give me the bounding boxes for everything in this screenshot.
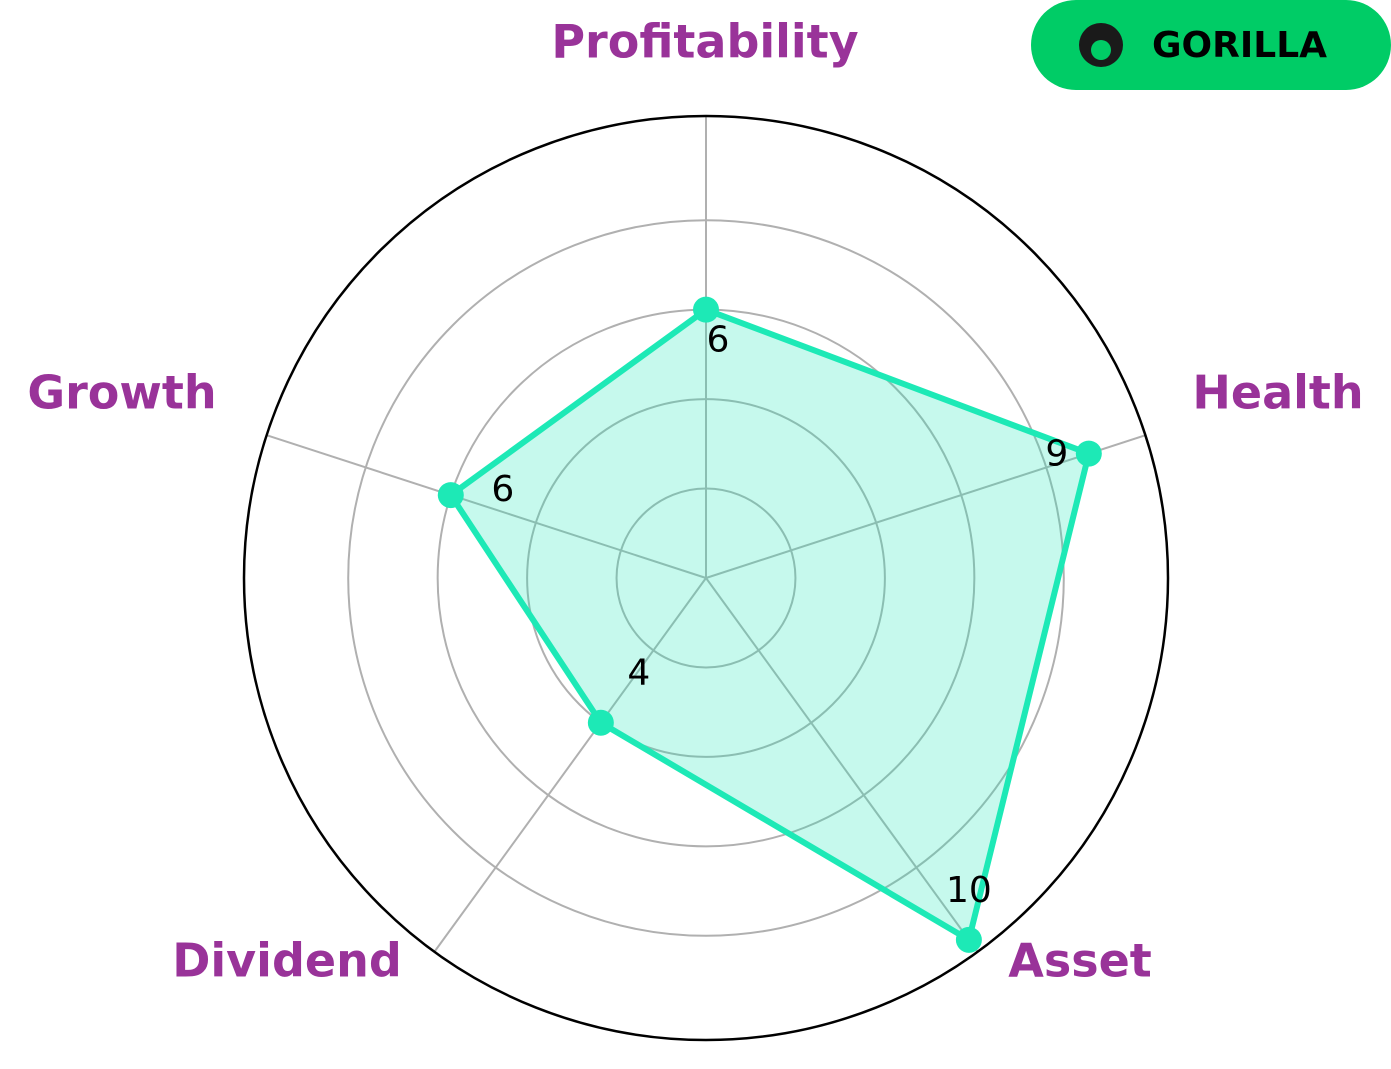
data-point (693, 296, 719, 323)
plot: 6 9 10 4 6 Profitability Health Asset Dividend Gr… (27, 15, 1364, 1042)
radar-area (447, 306, 1092, 943)
badge-text: GORILLA (1152, 25, 1327, 66)
brand-badge: GORILLA (1031, 0, 1391, 90)
value-label: 4 (627, 653, 650, 694)
spoke (266, 434, 707, 579)
category-label: Asset (1008, 934, 1152, 988)
outer-frame (242, 114, 1170, 1042)
value-label: 10 (946, 870, 992, 911)
spoke (705, 577, 979, 953)
category-label: Growth (27, 366, 216, 420)
value-label: 9 (1045, 434, 1068, 475)
value-label: 6 (707, 320, 730, 361)
badge-background (1031, 0, 1391, 90)
spoke (433, 577, 707, 953)
spoke (705, 434, 1146, 579)
category-label: Health (1192, 366, 1363, 420)
data-point (437, 482, 464, 509)
badge-icon-face (1091, 40, 1111, 60)
category-label: Profitability (551, 15, 858, 69)
category-label: Dividend (172, 934, 402, 988)
data-point (955, 926, 982, 953)
data-point (1075, 440, 1102, 467)
value-label: 6 (491, 469, 514, 510)
data-point (587, 709, 614, 736)
